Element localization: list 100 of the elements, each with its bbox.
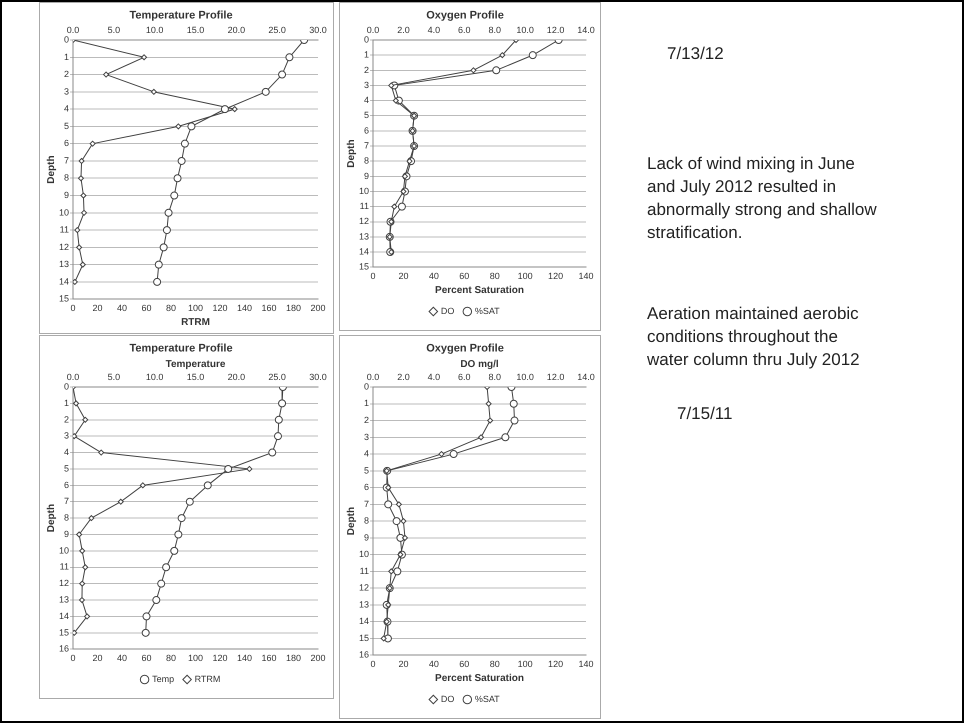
x2-tick-label: 15.0: [186, 25, 204, 36]
y-tick-label: 6: [364, 482, 370, 492]
chart-title: Temperature Profile: [129, 342, 233, 355]
text: 7/13/12: [667, 43, 725, 65]
x2-tick-label: 14.0: [577, 25, 595, 36]
y-tick-label: 12: [58, 242, 70, 252]
x-tick-label: 180: [286, 303, 302, 314]
y-tick-label: 15: [358, 632, 370, 643]
x-tick-label: 20: [92, 653, 103, 664]
x-tick-label: 20: [398, 659, 408, 670]
y-tick-label: 3: [364, 80, 370, 90]
x2-tick-label: 10.0: [516, 372, 534, 382]
y-tick-label: 2: [364, 64, 370, 75]
x-tick-label: 120: [548, 659, 564, 670]
y-tick-label: 13: [58, 594, 70, 605]
y-tick-label: 14: [358, 246, 370, 257]
x-tick-label: 140: [236, 653, 252, 664]
x-tick-label: 100: [518, 659, 533, 670]
y-tick-label: 3: [64, 430, 70, 441]
y-tick-label: 10: [358, 186, 370, 196]
y-tick-label: 10: [58, 545, 70, 556]
x-tick-label: 160: [261, 653, 277, 664]
chart-title: Temperature Profile: [129, 10, 233, 22]
x2-tick-label: 25.0: [268, 372, 286, 382]
y-tick-label: 5: [364, 110, 370, 120]
x2-tick-label: 6.0: [458, 372, 471, 382]
y-tick-label: 11: [360, 201, 370, 212]
x-tick-label: 40: [117, 303, 128, 314]
legend-label: %SAT: [474, 694, 500, 704]
y-tick-label: 14: [58, 276, 70, 286]
y-tick-label: 12: [58, 578, 70, 588]
x-tick-label: 40: [117, 653, 128, 664]
y-tick-label: 16: [358, 650, 370, 660]
y-tick-label: 12: [358, 216, 370, 226]
y-tick-label: 8: [364, 156, 370, 166]
y-tick-label: 0: [64, 34, 70, 44]
y-tick-label: 14: [358, 616, 370, 626]
x2-tick-label: 12.0: [546, 372, 564, 382]
x2-tick-label: 2.0: [397, 25, 410, 36]
x-tick-label: 100: [518, 271, 533, 282]
y-tick-label: 0: [364, 381, 370, 392]
x2-tick-label: 10.0: [516, 25, 534, 36]
x2-tick-label: 0.0: [366, 25, 380, 36]
y-tick-label: 4: [64, 447, 70, 458]
y-tick-label: 9: [64, 190, 70, 200]
x-tick-label: 120: [548, 271, 564, 282]
x2-tick-label: 2.0: [397, 372, 410, 382]
y-tick-label: 11: [360, 566, 370, 576]
x-tick-label: 80: [490, 659, 500, 670]
x2-tick-label: 8.0: [488, 372, 501, 382]
x-tick-label: 40: [428, 271, 439, 282]
x2-tick-label: 5.0: [108, 372, 120, 382]
y-tick-label: 8: [364, 516, 370, 526]
y-tick-label: 15: [58, 627, 70, 638]
x-tick-label: 140: [578, 659, 594, 670]
y-tick-label: 9: [64, 528, 70, 539]
x-tick-label: 0: [370, 271, 376, 282]
x2-tick-label: 30.0: [309, 25, 327, 36]
y-tick-label: 15: [58, 294, 70, 304]
x-tick-label: 0: [370, 659, 376, 670]
x2-axis-title: Temperature: [166, 358, 226, 370]
x-tick-label: 100: [188, 303, 204, 314]
y-tick-label: 7: [364, 140, 370, 151]
y-tick-label: 13: [358, 231, 370, 242]
y-tick-label: 16: [58, 644, 70, 654]
x-tick-label: 160: [261, 303, 277, 314]
y-axis-title: Depth: [46, 155, 57, 184]
x-tick-label: 100: [188, 653, 204, 664]
x2-tick-label: 0.0: [66, 25, 80, 36]
y-tick-label: 1: [364, 398, 370, 408]
x-tick-label: 140: [236, 303, 252, 314]
x2-tick-label: 0.0: [66, 372, 80, 382]
y-tick-label: 6: [64, 480, 70, 490]
x-tick-label: 80: [490, 271, 500, 282]
y-tick-label: 1: [64, 52, 70, 62]
x2-tick-label: 10.0: [146, 25, 164, 36]
x-axis-title: RTRM: [181, 316, 210, 328]
x2-tick-label: 14.0: [577, 372, 595, 382]
x2-tick-label: 4.0: [428, 25, 440, 36]
legend-label: DO: [440, 694, 454, 704]
x-tick-label: 60: [459, 271, 470, 282]
y-tick-label: 11: [60, 562, 70, 572]
y-axis-title: Depth: [46, 504, 57, 532]
x-tick-label: 20: [398, 271, 408, 282]
x2-axis-title: DO mg/l: [460, 358, 499, 370]
y-tick-label: 10: [358, 549, 370, 560]
x-tick-label: 200: [310, 303, 326, 314]
x-tick-label: 140: [578, 271, 594, 282]
y-tick-label: 12: [358, 582, 370, 593]
y-tick-label: 4: [364, 95, 370, 106]
x-tick-label: 0: [70, 303, 76, 314]
y-tick-label: 5: [64, 120, 70, 131]
text: Aeration maintained aerobic conditions throughout the water column thru July 2012: [647, 303, 861, 371]
x-tick-label: 60: [459, 659, 470, 670]
y-tick-label: 1: [364, 50, 370, 60]
y-tick-label: 4: [64, 104, 70, 114]
y-tick-label: 0: [64, 381, 70, 392]
y-axis-title: Depth: [346, 139, 357, 168]
y-axis-title: Depth: [346, 506, 357, 536]
x-tick-label: 80: [166, 303, 176, 314]
